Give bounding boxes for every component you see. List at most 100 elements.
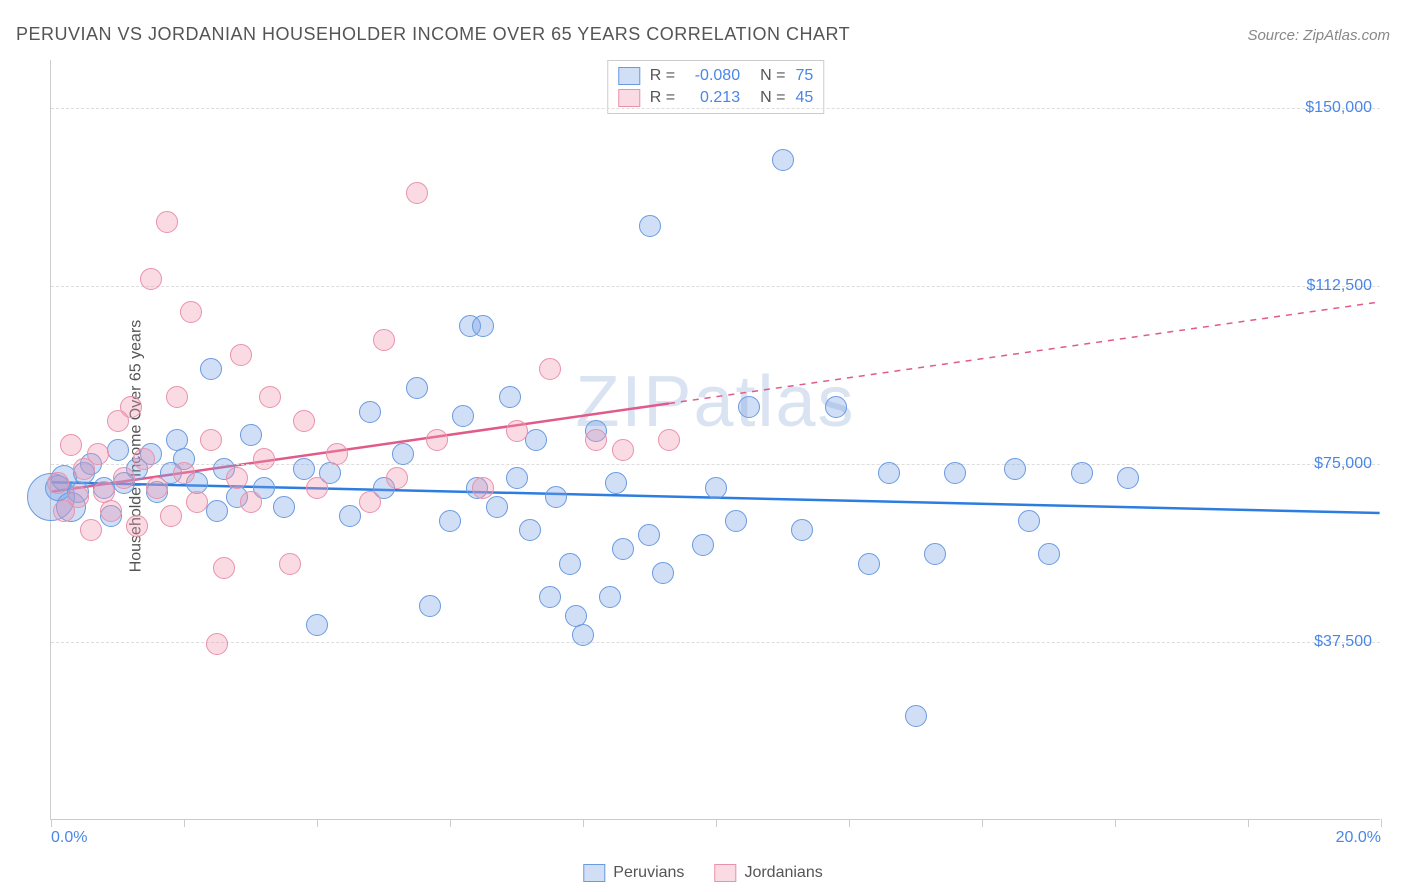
scatter-point <box>200 429 222 451</box>
scatter-point <box>186 491 208 513</box>
x-tick <box>1248 819 1249 827</box>
scatter-point <box>705 477 727 499</box>
y-tick-label: $150,000 <box>1305 99 1372 117</box>
scatter-point <box>452 405 474 427</box>
scatter-point <box>612 439 634 461</box>
x-tick <box>317 819 318 827</box>
gridline <box>51 464 1380 465</box>
scatter-point <box>240 491 262 513</box>
y-tick-label: $75,000 <box>1314 455 1372 473</box>
scatter-point <box>738 396 760 418</box>
scatter-point <box>60 434 82 456</box>
y-tick-label: $37,500 <box>1314 633 1372 651</box>
x-tick <box>450 819 451 827</box>
scatter-point <box>180 301 202 323</box>
scatter-point <box>858 553 880 575</box>
correlation-legend: R =-0.080N =75R =0.213N =45 <box>607 60 824 114</box>
scatter-point <box>599 586 621 608</box>
y-tick-label: $112,500 <box>1306 277 1372 295</box>
scatter-point <box>67 486 89 508</box>
x-tick <box>1381 819 1382 827</box>
x-tick <box>982 819 983 827</box>
scatter-point <box>652 562 674 584</box>
gridline <box>51 642 1380 643</box>
legend-swatch <box>618 67 640 85</box>
scatter-point <box>273 496 295 518</box>
scatter-point <box>791 519 813 541</box>
scatter-point <box>612 538 634 560</box>
scatter-point <box>120 396 142 418</box>
scatter-point <box>419 595 441 617</box>
scatter-point <box>539 358 561 380</box>
r-label: R = <box>650 67 675 85</box>
n-label: N = <box>760 67 785 85</box>
scatter-point <box>279 553 301 575</box>
scatter-point <box>326 443 348 465</box>
scatter-point <box>539 586 561 608</box>
r-value: 0.213 <box>685 89 740 107</box>
scatter-point <box>293 410 315 432</box>
x-tick <box>716 819 717 827</box>
scatter-point <box>107 439 129 461</box>
scatter-point <box>639 215 661 237</box>
scatter-point <box>426 429 448 451</box>
scatter-point <box>638 524 660 546</box>
scatter-point <box>230 344 252 366</box>
legend-swatch <box>618 89 640 107</box>
x-tick <box>51 819 52 827</box>
legend-swatch <box>583 864 605 882</box>
scatter-point <box>725 510 747 532</box>
scatter-point <box>519 519 541 541</box>
scatter-point <box>1004 458 1026 480</box>
gridline <box>51 286 1380 287</box>
scatter-point <box>146 477 168 499</box>
scatter-point <box>113 467 135 489</box>
scatter-point <box>259 386 281 408</box>
chart-header: PERUVIAN VS JORDANIAN HOUSEHOLDER INCOME… <box>16 24 1390 45</box>
scatter-point <box>559 553 581 575</box>
scatter-point <box>253 448 275 470</box>
scatter-point <box>506 420 528 442</box>
correlation-legend-row: R =0.213N =45 <box>618 87 813 109</box>
n-value: 45 <box>795 89 813 107</box>
x-tick-label: 0.0% <box>51 829 87 847</box>
chart-title: PERUVIAN VS JORDANIAN HOUSEHOLDER INCOME… <box>16 24 850 45</box>
scatter-point <box>772 149 794 171</box>
scatter-point <box>140 268 162 290</box>
scatter-point <box>206 633 228 655</box>
scatter-point <box>924 543 946 565</box>
series-legend: Peruvians Jordanians <box>583 864 822 882</box>
scatter-point <box>126 515 148 537</box>
scatter-point <box>240 424 262 446</box>
scatter-point <box>200 358 222 380</box>
plot-area: ZIPatlas R =-0.080N =75R =0.213N =45 $37… <box>50 60 1380 820</box>
scatter-point <box>306 614 328 636</box>
scatter-point <box>439 510 461 532</box>
scatter-point <box>878 462 900 484</box>
scatter-point <box>133 448 155 470</box>
scatter-point <box>1117 467 1139 489</box>
scatter-point <box>206 500 228 522</box>
scatter-point <box>100 500 122 522</box>
scatter-point <box>692 534 714 556</box>
series-legend-item: Peruvians <box>583 864 684 882</box>
scatter-point <box>359 401 381 423</box>
chart-source: Source: ZipAtlas.com <box>1247 27 1390 44</box>
watermark: ZIPatlas <box>575 361 855 443</box>
x-tick-label: 20.0% <box>1336 829 1381 847</box>
scatter-point <box>585 429 607 451</box>
r-value: -0.080 <box>685 67 740 85</box>
scatter-point <box>1071 462 1093 484</box>
scatter-point <box>392 443 414 465</box>
scatter-point <box>905 705 927 727</box>
series-legend-label: Jordanians <box>744 864 822 882</box>
scatter-point <box>944 462 966 484</box>
scatter-point <box>386 467 408 489</box>
scatter-point <box>226 467 248 489</box>
scatter-point <box>825 396 847 418</box>
scatter-point <box>406 182 428 204</box>
scatter-point <box>525 429 547 451</box>
scatter-point <box>406 377 428 399</box>
scatter-point <box>1038 543 1060 565</box>
legend-swatch <box>714 864 736 882</box>
